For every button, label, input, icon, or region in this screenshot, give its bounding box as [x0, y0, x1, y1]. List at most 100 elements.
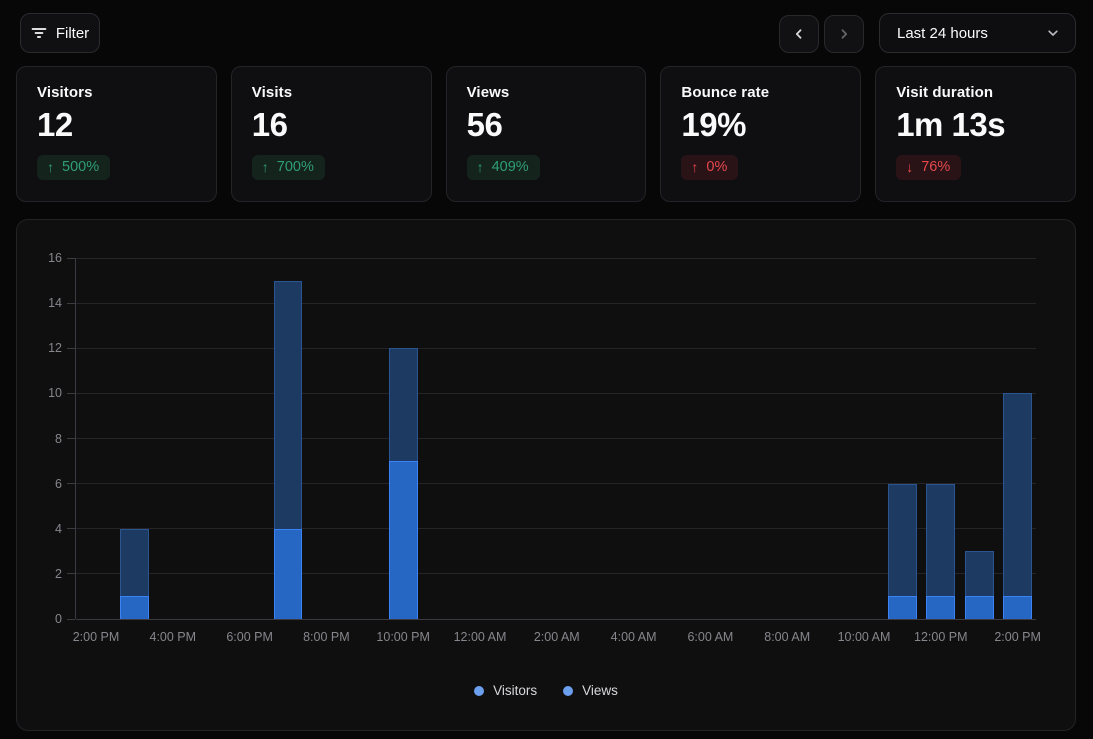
x-axis-tick-label: 8:00 AM	[764, 630, 811, 644]
stat-value: 56	[466, 106, 503, 143]
x-axis-tick-label: 2:00 PM	[72, 630, 120, 644]
bar-visitors-700pm[interactable]	[273, 528, 303, 619]
gridline-y-4	[76, 528, 1036, 530]
trend-up-icon: ↑	[691, 159, 699, 175]
filter-button[interactable]: Filter	[20, 13, 100, 53]
gridline-y-14	[76, 302, 1036, 304]
gridline-y-8	[76, 438, 1036, 439]
bar-chart-plot-area: 2:00 PM 4:00 PM 6:00 PM 8:00 PM 10:00 PM 12:0…	[48, 251, 1041, 644]
period-navigation: Last 24 hours	[779, 13, 1076, 53]
filter-icon	[31, 25, 47, 41]
y-axis-tick	[67, 528, 75, 530]
y-axis-tick-label: 6	[55, 476, 62, 491]
y-axis-tick	[67, 392, 75, 394]
y-axis-tick-label: 4	[55, 521, 62, 536]
stats-cards-row: Visitors 12 ↑ 500% Visits 16 ↑ 700% View…	[16, 66, 1076, 202]
y-axis-tick	[67, 483, 75, 485]
y-axis-tick-label: 8	[55, 431, 62, 446]
stat-card-views: Views 56 ↑ 409%	[445, 66, 647, 202]
x-axis-tick-label: 10:00 AM	[837, 630, 891, 644]
legend-item-views[interactable]: Views	[563, 683, 618, 698]
y-axis-tick-label: 12	[48, 341, 62, 356]
stat-title: Views	[466, 84, 510, 101]
next-period-button[interactable]	[824, 14, 864, 53]
stat-value: 12	[37, 106, 73, 143]
x-axis-labels: 2:00 PM 4:00 PM 6:00 PM 8:00 PM 10:00 PM 12:0…	[72, 630, 1041, 646]
trend-up-icon: ↑	[47, 159, 54, 175]
stat-card-visitors: Visitors 12 ↑ 500%	[16, 66, 217, 202]
legend-dot-icon	[474, 685, 485, 696]
x-axis-tick-label: 12:00 PM	[914, 630, 968, 644]
trend-badge: ↑ 500%	[37, 155, 111, 180]
trend-change: 0%	[706, 159, 728, 175]
chevron-right-icon	[836, 26, 852, 42]
previous-period-button[interactable]	[779, 14, 819, 53]
bar-visitors-100pm[interactable]	[964, 596, 994, 619]
chevron-down-icon	[1045, 25, 1061, 41]
stat-value: 1m 13s	[896, 106, 1006, 143]
y-axis-line	[75, 258, 76, 619]
stat-card-visits: Visits 16 ↑ 700%	[230, 66, 432, 202]
traffic-chart-panel: 2:00 PM 4:00 PM 6:00 PM 8:00 PM 10:00 PM 12:0…	[16, 219, 1076, 731]
bar-views-200pm[interactable]	[1003, 393, 1033, 619]
trend-badge: ↑ 409%	[466, 155, 540, 180]
stat-value: 19%	[681, 106, 746, 143]
x-axis-tick-label: 2:00 PM	[994, 630, 1041, 644]
stat-card-visit-duration: Visit duration 1m 13s ↓ 76%	[875, 66, 1076, 202]
trend-up-icon: ↑	[261, 159, 269, 175]
x-axis-tick-label: 2:00 AM	[533, 630, 580, 644]
legend-label: Views	[582, 683, 618, 698]
y-axis-tick	[67, 618, 75, 620]
bar-visitors-1000pm[interactable]	[388, 461, 418, 619]
chevron-left-icon	[791, 26, 807, 42]
y-axis-tick	[67, 438, 75, 439]
trend-change: 409%	[491, 159, 529, 175]
filter-button-label: Filter	[55, 24, 90, 42]
bar-visitors-1100am[interactable]	[887, 596, 917, 619]
gridline-y-2	[76, 573, 1036, 575]
bar-visitors-300pm[interactable]	[119, 596, 149, 619]
trend-change: 500%	[62, 159, 100, 175]
x-axis-tick-label: 4:00 PM	[149, 630, 197, 644]
date-range-value: Last 24 hours	[897, 24, 988, 42]
x-axis-tick-label: 6:00 PM	[226, 630, 273, 644]
trend-badge: ↑ 0%	[681, 155, 739, 180]
y-axis-tick-label: 2	[55, 566, 62, 581]
y-axis-tick-label: 0	[55, 612, 62, 626]
chart-legend: Visitors Views	[17, 683, 1075, 698]
gridline-y-6	[76, 483, 1036, 485]
x-axis-tick-label: 8:00 PM	[303, 630, 350, 644]
y-axis-tick-label: 16	[48, 251, 62, 265]
trend-badge: ↑ 700%	[251, 155, 325, 180]
gridline-y-10	[76, 392, 1036, 394]
stat-title: Visitors	[37, 84, 93, 101]
trend-badge: ↓ 76%	[896, 155, 962, 180]
trend-change: 700%	[276, 159, 314, 175]
bar-visitors-200pm[interactable]	[1003, 596, 1033, 619]
stat-title: Bounce rate	[681, 84, 770, 101]
stat-value: 16	[251, 106, 288, 143]
x-axis-tick-label: 6:00 AM	[687, 630, 734, 644]
gridline-y-16	[76, 257, 1036, 259]
y-axis-tick	[67, 573, 75, 575]
y-axis-tick	[67, 347, 75, 349]
x-axis-tick-label: 10:00 PM	[376, 630, 430, 644]
x-axis-tick-label: 12:00 AM	[453, 630, 507, 644]
stat-title: Visits	[251, 84, 293, 101]
y-axis-tick	[67, 257, 75, 259]
date-range-select[interactable]: Last 24 hours	[879, 13, 1076, 53]
gridline-y-12	[76, 347, 1036, 349]
legend-dot-icon	[563, 685, 574, 696]
legend-item-visitors[interactable]: Visitors	[474, 683, 537, 698]
gridline-y-0	[76, 618, 1036, 620]
legend-label: Visitors	[493, 683, 538, 698]
trend-change: 76%	[921, 159, 951, 175]
y-axis-tick-label: 10	[48, 386, 62, 401]
trend-up-icon: ↑	[476, 159, 484, 175]
x-axis-tick-label: 4:00 AM	[610, 630, 657, 644]
stat-title: Visit duration	[896, 84, 994, 101]
bar-visitors-1200pm[interactable]	[926, 596, 956, 619]
trend-down-icon: ↓	[906, 159, 914, 175]
y-axis-tick	[67, 302, 75, 304]
